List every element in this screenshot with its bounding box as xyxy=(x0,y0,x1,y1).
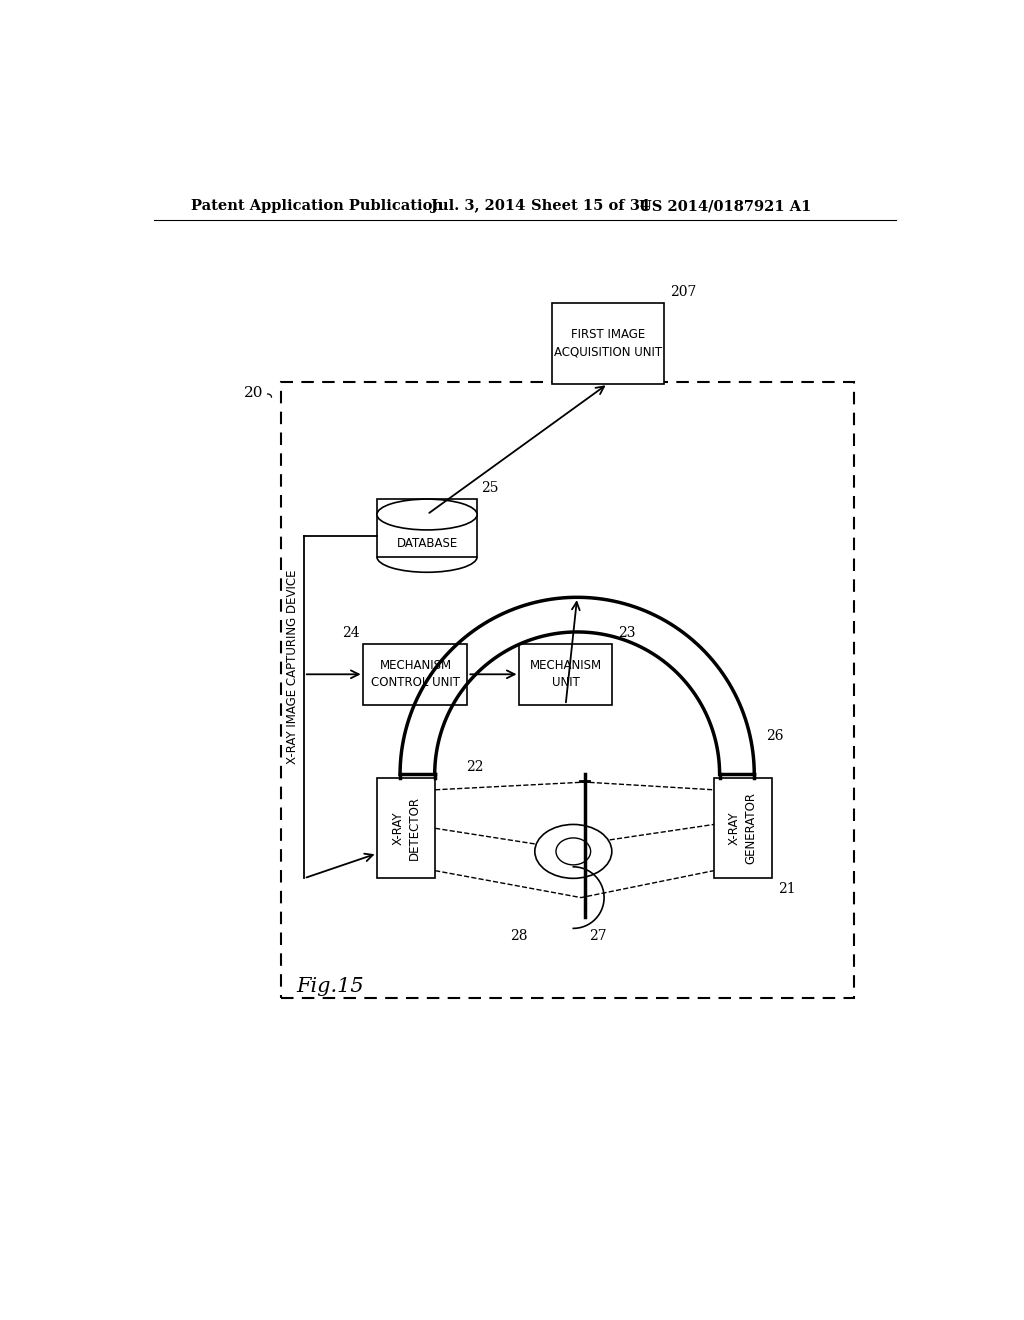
Bar xyxy=(378,779,435,878)
Text: Sheet 15 of 34: Sheet 15 of 34 xyxy=(531,199,650,213)
Text: X-RAY
GENERATOR: X-RAY GENERATOR xyxy=(728,792,758,865)
Text: X-RAY IMAGE CAPTURING DEVICE: X-RAY IMAGE CAPTURING DEVICE xyxy=(286,569,299,764)
Text: 28: 28 xyxy=(510,929,527,942)
Ellipse shape xyxy=(535,825,611,878)
Text: 27: 27 xyxy=(589,929,606,942)
Text: 26: 26 xyxy=(766,729,783,743)
Bar xyxy=(552,302,664,384)
Text: MECHANISM
UNIT: MECHANISM UNIT xyxy=(529,659,602,689)
Text: 24: 24 xyxy=(342,626,359,640)
Ellipse shape xyxy=(377,499,477,529)
Text: Patent Application Publication: Patent Application Publication xyxy=(190,199,442,213)
Bar xyxy=(714,779,772,878)
Bar xyxy=(519,644,611,705)
Text: 22: 22 xyxy=(466,760,483,775)
Text: US 2014/0187921 A1: US 2014/0187921 A1 xyxy=(639,199,811,213)
Text: Jul. 3, 2014: Jul. 3, 2014 xyxy=(431,199,525,213)
Bar xyxy=(364,644,467,705)
Text: Fig.15: Fig.15 xyxy=(296,977,364,995)
Text: FIRST IMAGE
ACQUISITION UNIT: FIRST IMAGE ACQUISITION UNIT xyxy=(554,329,663,358)
Text: 20: 20 xyxy=(244,387,263,400)
Text: MECHANISM
CONTROL UNIT: MECHANISM CONTROL UNIT xyxy=(371,659,460,689)
Text: X-RAY
DETECTOR: X-RAY DETECTOR xyxy=(391,796,421,861)
Text: 21: 21 xyxy=(778,882,796,896)
Text: 25: 25 xyxy=(481,482,499,495)
Text: DATABASE: DATABASE xyxy=(396,537,458,550)
Text: 207: 207 xyxy=(670,285,696,298)
Bar xyxy=(377,499,477,557)
Ellipse shape xyxy=(556,838,591,865)
Bar xyxy=(281,381,854,998)
Text: 23: 23 xyxy=(617,626,636,640)
